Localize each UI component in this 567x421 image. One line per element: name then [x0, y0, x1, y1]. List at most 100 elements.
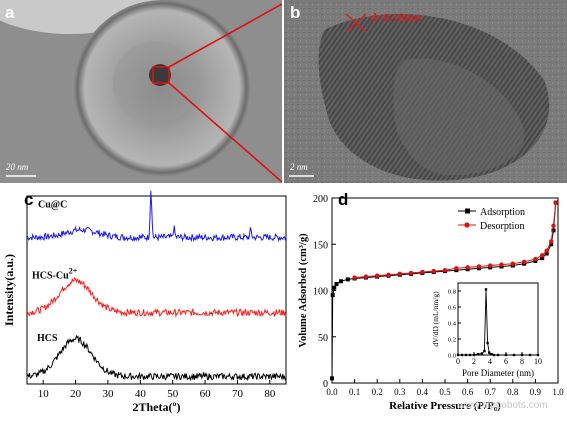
inset-x-axis-label: Pore Diameter (nm): [462, 368, 534, 378]
iso-y-tick-label: 0: [323, 379, 328, 390]
inset-point: [486, 341, 489, 345]
watermark: www.nfppobots.com: [458, 400, 548, 411]
inset-point: [504, 353, 508, 357]
panel-c-label: c: [24, 190, 34, 209]
desorption-point: [465, 265, 470, 270]
adsorption-point: [339, 279, 344, 284]
iso-y-tick-label: 100: [313, 287, 328, 298]
adsorption-point: [332, 285, 337, 290]
iso-x-tick-label: 0.6: [462, 387, 474, 397]
panel-a-tem-image: a 20 nm: [0, 0, 282, 183]
xrd-x-tick-label: 60: [200, 388, 212, 400]
iso-x-tick-label: 0.0: [326, 387, 338, 397]
inset-x-tick-label: 8: [520, 357, 524, 366]
adsorption-point: [551, 228, 556, 233]
cu-nanoparticle: [149, 64, 171, 86]
panel-d-isotherm-chart: 0 50 100 150 200 0.0 0.1 0.2 0.3 0.4 0.5 0.6 0.7 0.8 0…: [290, 188, 567, 416]
zoom-line-top: [168, 3, 282, 68]
xrd-y-axis-label: Intensity(a.u.): [2, 254, 16, 326]
inset-point: [490, 353, 493, 356]
iso-y-tick-label: 150: [313, 240, 328, 251]
iso-series-line: [331, 202, 557, 379]
inset-point: [464, 353, 468, 357]
adsorption-point: [540, 256, 545, 261]
desorption-point: [553, 200, 558, 205]
xrd-axes-frame: [26, 195, 287, 385]
inset-x-tick-label: 2: [472, 357, 476, 366]
xrd-plot: 10 20 30 40 50 60 70 80 2Theta(º) Intensity(a.u.)…: [2, 154, 287, 414]
iso-x-tick-label: 0.3: [394, 387, 406, 397]
inset-point: [496, 353, 500, 357]
desorption-point: [533, 256, 538, 262]
inset-point: [512, 353, 516, 357]
iso-x-axis-label: Relative Pressure (P/P₀): [389, 400, 501, 412]
inset-y-tick-label: 0.6: [448, 305, 457, 312]
xrd-series-label: HCS: [37, 333, 58, 344]
desorption-point: [521, 259, 527, 265]
desorption-point: [363, 274, 369, 279]
iso-x-tick-label: 0.4: [417, 387, 429, 397]
inset-y-tick-label: 0.2: [448, 337, 456, 344]
inset-x-tick-label: 4: [488, 357, 492, 366]
xrd-x-tick-label: 50: [167, 388, 179, 400]
iso-x-tick-label: 0.5: [439, 387, 451, 397]
legend-label: Desorption: [480, 221, 524, 232]
panel-c-xrd-chart: 10 20 30 40 50 60 70 80 2Theta(º) Intensity(a.u.)…: [0, 154, 290, 416]
scale-bar-a-label: 20 nm: [6, 162, 29, 172]
iso-y-tick-label: 200: [313, 194, 328, 205]
desorption-point: [408, 270, 414, 276]
inset-y-tick-label: 0.4: [448, 321, 457, 328]
inset-y-tick-label: 0.0: [448, 353, 456, 360]
adsorption-point: [330, 376, 334, 381]
desorption-point: [454, 266, 459, 271]
desorption-point: [499, 262, 504, 267]
desorption-point: [476, 264, 482, 269]
desorption-point: [510, 261, 515, 266]
xrd-x-tick-label: 80: [264, 388, 276, 400]
iso-x-tick-label: 0.2: [372, 387, 383, 397]
lattice-spacing-annotation: d=0.18nm: [370, 10, 422, 24]
inset-point: [480, 352, 484, 355]
adsorption-point: [334, 282, 339, 287]
xrd-x-tick-label: 30: [102, 388, 114, 400]
inset-point: [456, 353, 460, 357]
legend-marker: [465, 208, 470, 214]
xrd-series-label: HCS-Cu2+: [32, 267, 78, 282]
panel-b-label: b: [290, 3, 301, 22]
zoom-region-box: [152, 66, 170, 84]
xrd-series-label-superscript: 2+: [69, 267, 78, 276]
iso-x-tick-label: 0.1: [349, 387, 360, 397]
panel-b-hrtem-image: b d=0.18nm 2 nm: [284, 0, 567, 183]
xrd-x-tick-label: 10: [38, 388, 50, 400]
panel-a-micrograph: [0, 0, 282, 183]
inset-y-tick-label: 0.8: [448, 289, 456, 296]
desorption-point: [539, 253, 545, 258]
scale-bar-b-label: 2 nm: [290, 162, 308, 172]
desorption-point: [488, 263, 493, 268]
xrd-x-axis-label: 2Theta(º): [133, 400, 181, 414]
inset-point: [492, 353, 496, 357]
inset-point: [520, 353, 524, 357]
inset-point: [528, 353, 532, 357]
adsorption-point: [544, 251, 549, 256]
panel-d-label: d: [338, 190, 349, 209]
panel-b-micrograph: [284, 0, 567, 183]
inset-x-tick-label: 0: [456, 357, 460, 366]
xrd-series-line: [26, 334, 287, 382]
xrd-series-line: [26, 190, 287, 243]
inset-x-tick-label: 6: [504, 357, 508, 366]
iso-x-tick-label: 0.7: [485, 387, 497, 397]
inset-point: [484, 288, 488, 291]
inset-point: [488, 351, 491, 354]
desorption-point: [442, 267, 448, 273]
iso-x-tick-label: 0.9: [530, 387, 542, 397]
desorption-point: [397, 271, 402, 277]
inset-point: [536, 353, 540, 357]
adsorption-point: [345, 277, 350, 282]
inset-y-axis-label: dV/dD (mL/nm/g): [431, 291, 440, 347]
iso-x-tick-label: 0.8: [507, 387, 519, 397]
xrd-series-label: Cu@C: [38, 199, 67, 210]
desorption-point: [431, 268, 436, 274]
desorption-point: [375, 273, 380, 278]
